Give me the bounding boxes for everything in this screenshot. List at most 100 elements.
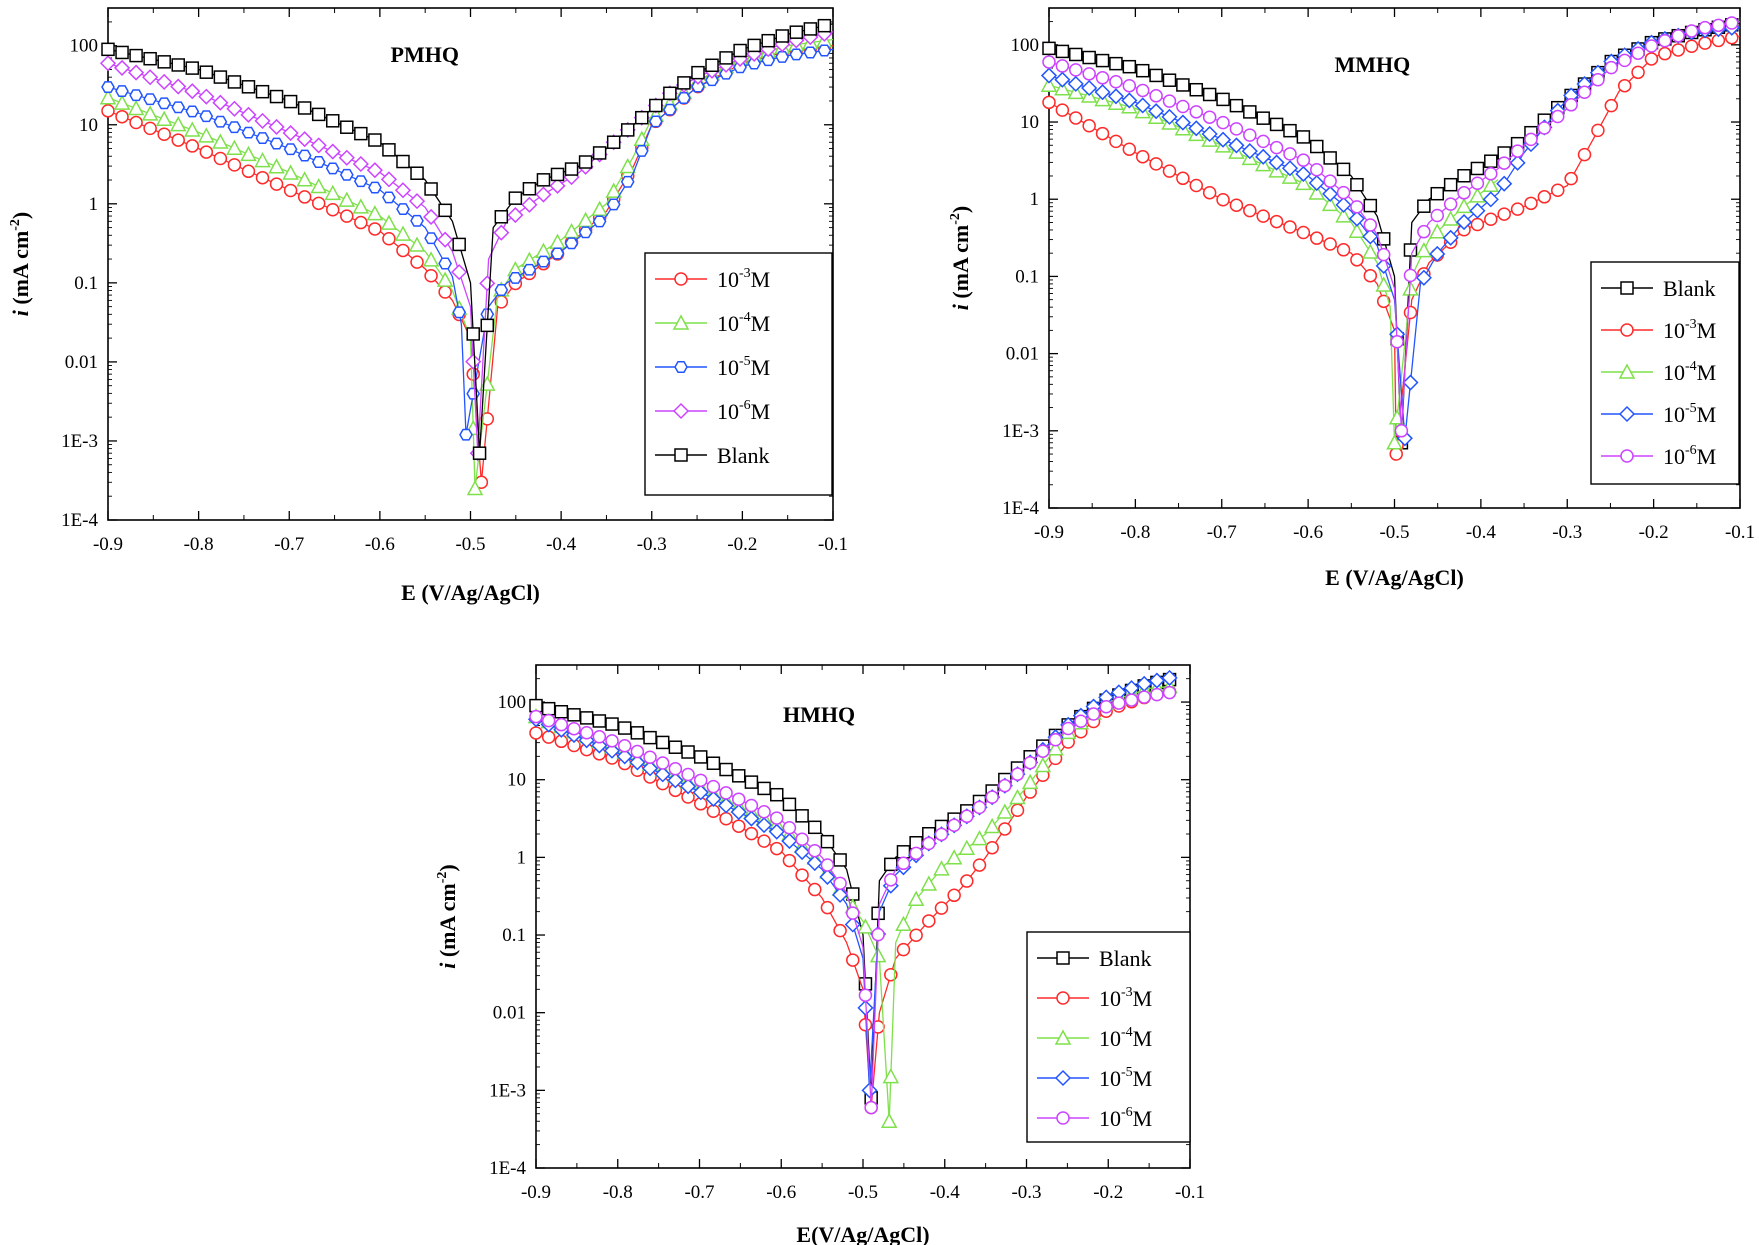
data-point bbox=[1402, 280, 1419, 296]
data-point bbox=[1135, 149, 1150, 164]
data-point bbox=[1149, 68, 1163, 83]
data-point bbox=[366, 162, 383, 179]
data-point bbox=[706, 804, 721, 819]
data-point bbox=[592, 730, 607, 744]
data-point bbox=[1069, 111, 1083, 125]
data-point bbox=[808, 843, 822, 858]
data-point bbox=[649, 98, 663, 113]
data-point bbox=[1061, 721, 1075, 736]
data-point bbox=[1122, 78, 1137, 93]
data-point bbox=[296, 131, 313, 148]
data-point bbox=[297, 190, 312, 204]
chart-hmhq: -0.9 -0.8 -0.7 -0.6 -0.5 -0.4 -0.3 -0.2 -0.1 1E-4… bbox=[435, 664, 1205, 1245]
data-point bbox=[1644, 39, 1659, 53]
data-point bbox=[606, 198, 621, 211]
data-point bbox=[1484, 166, 1498, 181]
data-point bbox=[1429, 245, 1446, 263]
data-point bbox=[199, 145, 214, 159]
data-point bbox=[424, 269, 438, 283]
data-point bbox=[606, 135, 621, 149]
data-point bbox=[339, 168, 354, 181]
data-point bbox=[1604, 98, 1619, 113]
data-point bbox=[1363, 268, 1378, 283]
data-point bbox=[1201, 125, 1218, 143]
data-point bbox=[1162, 73, 1177, 87]
data-point bbox=[605, 734, 619, 748]
data-point bbox=[896, 856, 911, 871]
data-point bbox=[522, 182, 537, 196]
x-tick-label: -0.9 bbox=[1034, 522, 1064, 543]
data-point bbox=[1174, 114, 1191, 131]
data-point bbox=[756, 817, 773, 834]
data-point bbox=[761, 33, 775, 48]
data-point bbox=[1671, 43, 1685, 57]
data-point bbox=[1428, 223, 1446, 239]
data-point bbox=[719, 811, 733, 826]
data-point bbox=[592, 146, 607, 160]
data-point bbox=[1094, 84, 1111, 101]
data-point bbox=[620, 175, 635, 188]
data-point bbox=[408, 236, 426, 252]
data-point bbox=[1469, 187, 1486, 203]
y-tick-label: 100 bbox=[70, 36, 99, 57]
data-point bbox=[648, 115, 663, 128]
data-point bbox=[605, 717, 619, 731]
data-point bbox=[1034, 756, 1052, 773]
data-point bbox=[494, 210, 509, 224]
x-tick-label: -0.3 bbox=[637, 534, 667, 555]
data-point bbox=[1644, 52, 1659, 66]
data-point bbox=[1470, 161, 1485, 176]
data-point bbox=[142, 69, 159, 86]
data-point bbox=[1176, 99, 1190, 114]
data-point bbox=[1310, 139, 1324, 154]
data-point bbox=[1216, 192, 1230, 207]
data-point bbox=[1402, 374, 1419, 391]
data-point bbox=[1095, 126, 1110, 141]
data-point bbox=[1510, 202, 1525, 216]
chart-title: HMHQ bbox=[783, 702, 855, 727]
data-point bbox=[1069, 47, 1083, 62]
data-point bbox=[803, 22, 818, 36]
y-tick-label: 1 bbox=[89, 194, 99, 215]
data-point bbox=[1161, 108, 1178, 125]
data-point bbox=[184, 121, 201, 137]
y-tick-label: 0.1 bbox=[74, 273, 98, 294]
data-point bbox=[353, 175, 368, 188]
data-point bbox=[227, 158, 242, 172]
x-tick-label: -0.2 bbox=[1639, 522, 1669, 543]
legend-label: 10-6M bbox=[1663, 443, 1716, 469]
data-point bbox=[268, 118, 285, 136]
data-point bbox=[1362, 243, 1379, 259]
chart-title: PMHQ bbox=[391, 42, 459, 67]
data-point bbox=[782, 797, 797, 812]
data-point bbox=[368, 222, 382, 236]
legend-label: Blank bbox=[1099, 946, 1152, 971]
data-point bbox=[1376, 232, 1391, 246]
data-point bbox=[1457, 168, 1471, 183]
data-point bbox=[1336, 185, 1351, 200]
data-point bbox=[1417, 199, 1431, 213]
data-point bbox=[340, 209, 354, 223]
data-point bbox=[706, 779, 721, 794]
data-point bbox=[101, 81, 115, 93]
data-point bbox=[157, 55, 171, 69]
data-point bbox=[326, 114, 340, 128]
data-point bbox=[1082, 50, 1096, 65]
data-point bbox=[269, 177, 284, 191]
data-point bbox=[719, 786, 733, 800]
data-point bbox=[1036, 744, 1050, 758]
data-point bbox=[226, 100, 243, 117]
data-point bbox=[820, 900, 835, 915]
data-point bbox=[896, 942, 911, 957]
data-point bbox=[1323, 237, 1337, 251]
data-point bbox=[128, 64, 145, 81]
data-point bbox=[819, 868, 836, 885]
data-point bbox=[832, 886, 849, 903]
data-point bbox=[1040, 67, 1058, 84]
data-point bbox=[744, 775, 759, 789]
data-point bbox=[833, 876, 847, 891]
data-point-ecorr bbox=[861, 1082, 878, 1099]
data-point bbox=[255, 132, 270, 145]
data-point bbox=[871, 906, 885, 921]
data-point bbox=[550, 247, 565, 260]
